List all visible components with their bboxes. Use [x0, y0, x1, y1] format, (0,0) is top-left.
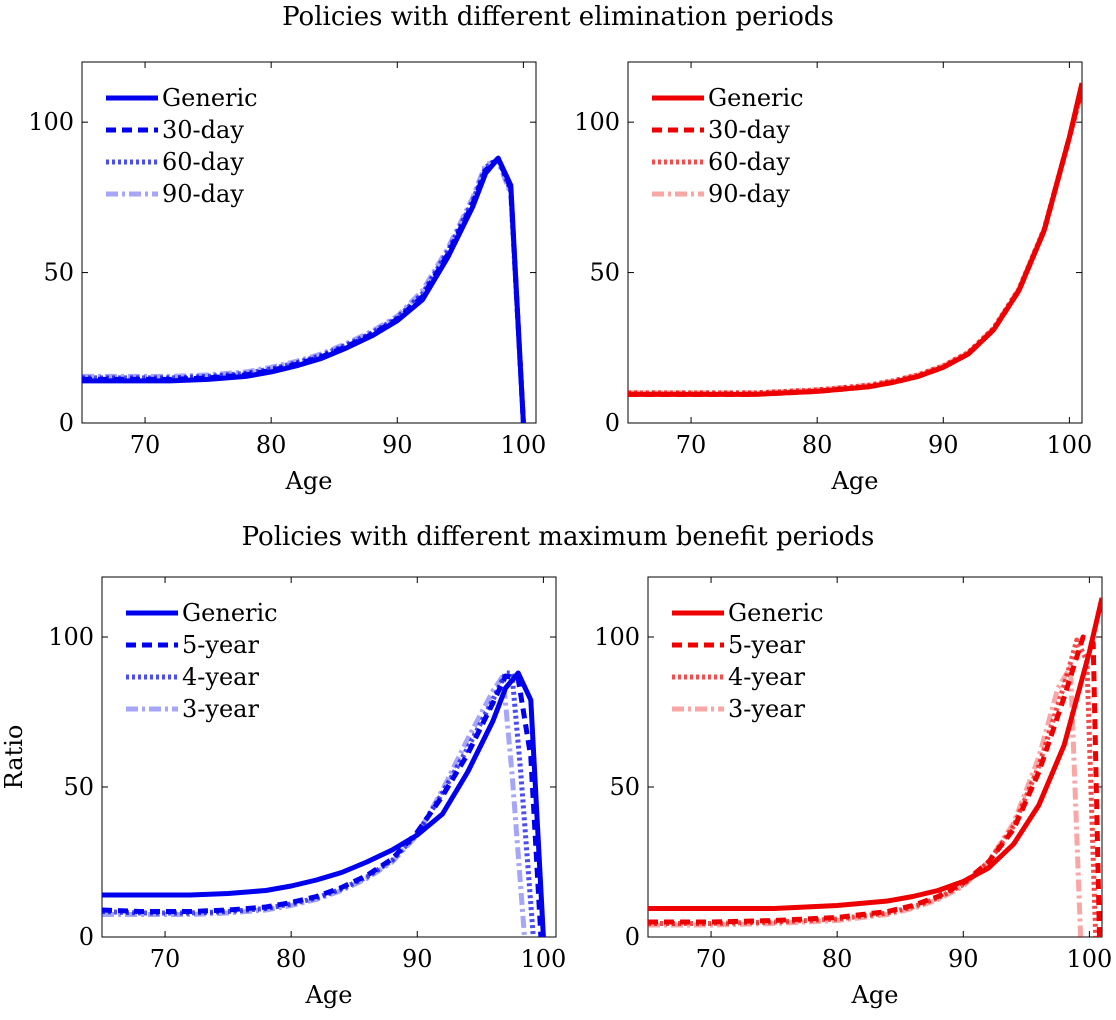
x-axis-label: Age [285, 467, 333, 495]
x-tick-label: 100 [1046, 431, 1092, 459]
legend-label: Generic [182, 599, 278, 627]
y-tick-label: 50 [589, 259, 620, 287]
series-line-60-day [82, 155, 526, 423]
x-tick-label: 70 [130, 431, 161, 459]
x-tick-label: 70 [150, 945, 181, 973]
x-tick-label: 100 [500, 431, 546, 459]
x-tick-label: 100 [520, 945, 566, 973]
series-line-generic [102, 670, 546, 937]
x-tick-label: 80 [802, 431, 833, 459]
legend-label: 90-day [162, 180, 244, 208]
legend-label: 5-year [182, 631, 259, 659]
legend-label: Generic [708, 84, 804, 112]
y-tick-label: 100 [48, 623, 94, 651]
legend-label: Generic [162, 84, 258, 112]
series-line-5-year [648, 634, 1102, 937]
y-tick-label: 100 [574, 108, 620, 136]
legend-label: 60-day [162, 148, 244, 176]
series-line-60-day [628, 88, 1082, 396]
y-tick-label: 0 [625, 923, 640, 951]
y-tick-label: 0 [605, 409, 620, 437]
series-line-generic [648, 597, 1102, 911]
y-tick-label: 100 [594, 623, 640, 651]
legend-label: 3-year [728, 695, 805, 723]
plot-frame [81, 61, 537, 424]
y-tick-label: 50 [63, 773, 94, 801]
y-axis-label: Ratio [0, 725, 28, 790]
x-tick-label: 80 [256, 431, 287, 459]
legend-label: 3-year [182, 695, 259, 723]
series-line-3-year [102, 673, 527, 937]
x-axis-label: Age [831, 467, 879, 495]
legend-label: 90-day [708, 180, 790, 208]
legend-label: Generic [728, 599, 824, 627]
x-tick-label: 80 [276, 945, 307, 973]
legend-label: 5-year [728, 631, 805, 659]
x-tick-label: 90 [402, 945, 433, 973]
plot-frame [647, 576, 1103, 938]
series-line-90-day [82, 158, 526, 423]
series-line-5-year [102, 673, 544, 937]
series-line-90-day [628, 91, 1082, 396]
legend-label: 4-year [182, 663, 259, 691]
x-tick-label: 80 [822, 945, 853, 973]
x-axis-label: Age [305, 981, 353, 1009]
legend-label: 30-day [708, 116, 790, 144]
x-tick-label: 90 [382, 431, 413, 459]
y-tick-label: 100 [28, 108, 74, 136]
section-title-elimination: Policies with different elimination peri… [282, 2, 834, 32]
plot-frame [101, 576, 557, 938]
y-tick-label: 50 [43, 259, 74, 287]
y-tick-label: 0 [79, 923, 94, 951]
x-tick-label: 70 [696, 945, 727, 973]
x-tick-label: 90 [948, 945, 979, 973]
x-tick-label: 90 [928, 431, 959, 459]
y-tick-label: 0 [59, 409, 74, 437]
legend-label: 30-day [162, 116, 244, 144]
y-tick-label: 50 [609, 773, 640, 801]
series-line-3-year [648, 664, 1084, 937]
x-tick-label: 70 [676, 431, 707, 459]
legend-label: 4-year [728, 663, 805, 691]
x-tick-label: 100 [1066, 945, 1112, 973]
section-title-benefit: Policies with different maximum benefit … [241, 522, 875, 552]
plot-frame [627, 61, 1083, 424]
legend-label: 60-day [708, 148, 790, 176]
x-axis-label: Age [851, 981, 899, 1009]
